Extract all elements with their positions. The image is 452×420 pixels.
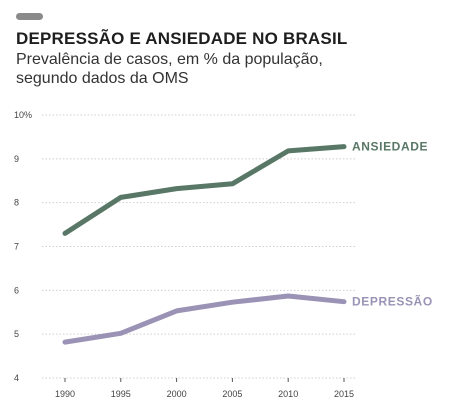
- x-tick-label-2005: 2005: [222, 389, 242, 399]
- grid-lines: [42, 114, 355, 382]
- y-tick-label-9: 9: [14, 154, 19, 164]
- chart-subtitle: Prevalência de casos, em % da população,…: [16, 50, 436, 88]
- y-tick-label-10: 10%: [14, 110, 32, 120]
- y-tick-label-7: 7: [14, 242, 19, 252]
- subtitle-line-2: segundo dados da OMS: [16, 70, 189, 87]
- x-tick-label-2015: 2015: [334, 389, 354, 399]
- x-tick-label-1995: 1995: [111, 389, 131, 399]
- series-label-depressao: DEPRESSÃO: [352, 294, 433, 309]
- y-tick-label-6: 6: [14, 285, 19, 295]
- series-line-ansiedade: [62, 144, 347, 236]
- chart-title: DEPRESSÃO E ANSIEDADE NO BRASIL: [16, 29, 348, 48]
- subtitle-line-1: Prevalência de casos, em % da população,: [16, 51, 323, 68]
- y-tick-label-4: 4: [14, 373, 19, 383]
- series-lines: [62, 144, 347, 345]
- series-line-depressao: [62, 293, 347, 345]
- x-tick-label-1990: 1990: [55, 389, 75, 399]
- category-pill: [16, 13, 43, 20]
- x-axis-ticks: 1990 1995 2000 2005 2010 2015: [55, 389, 354, 399]
- x-tick-label-2000: 2000: [167, 389, 187, 399]
- y-tick-label-8: 8: [14, 198, 19, 208]
- y-tick-label-5: 5: [14, 329, 19, 339]
- y-axis-ticks: 4 5 6 7 8 9 10%: [14, 110, 32, 383]
- x-tick-label-2010: 2010: [278, 389, 298, 399]
- series-labels: ANSIEDADE DEPRESSÃO: [352, 140, 433, 309]
- series-label-ansiedade: ANSIEDADE: [352, 140, 428, 154]
